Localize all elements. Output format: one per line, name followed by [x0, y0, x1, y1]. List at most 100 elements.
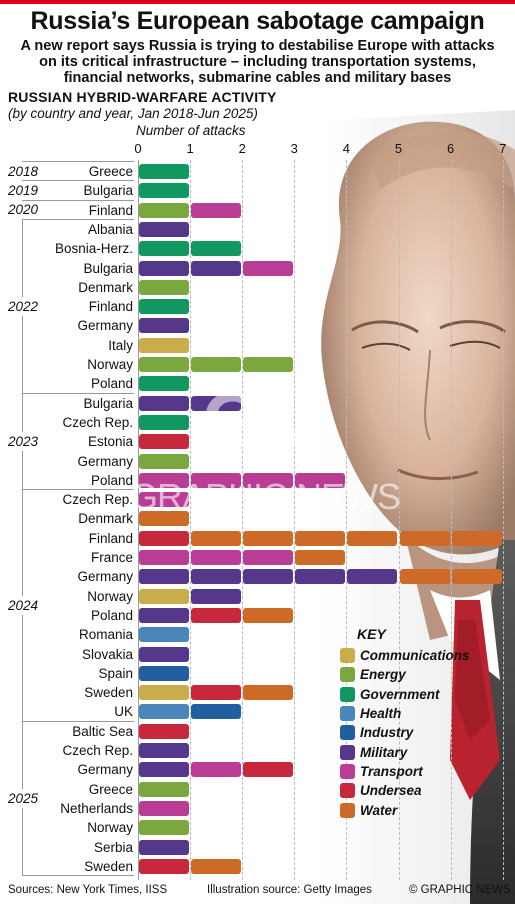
bar-segment-health: [139, 627, 190, 643]
bar-segment-water: [347, 530, 398, 546]
country-label: Greece: [88, 781, 133, 797]
bar-segment-energy: [191, 357, 242, 372]
bar-segment-military: [243, 569, 294, 585]
bar-segment-military: [139, 260, 190, 276]
chart-heading: RUSSIAN HYBRID-WARFARE ACTIVITY: [8, 89, 277, 105]
bar-segment-government: [139, 376, 190, 392]
country-label: UK: [114, 704, 133, 720]
legend-swatch: [340, 744, 355, 760]
country-label: Czech Rep.: [62, 743, 133, 758]
year-label: 2024: [8, 595, 41, 615]
country-label: Denmark: [78, 279, 133, 295]
bar-segment-transport: [139, 800, 190, 816]
bar-segment-communications: [139, 337, 190, 353]
country-label: Serbia: [93, 839, 133, 855]
x-tick-label: 5: [394, 141, 403, 156]
bar-segment-health: [139, 704, 190, 720]
country-label: Germany: [77, 762, 133, 778]
bar-segment-energy: [139, 357, 190, 372]
x-tick-label: 0: [134, 141, 142, 156]
page-subtitle: A new report says Russia is trying to de…: [20, 38, 495, 86]
legend-item: Military: [340, 742, 510, 761]
bar-segment-water: [191, 858, 242, 874]
x-tick-label: 7: [499, 141, 507, 156]
year-bracket: [22, 875, 134, 877]
bar-segment-undersea: [191, 607, 242, 623]
bar-segment-undersea: [191, 685, 242, 701]
bar-segment-military: [191, 260, 242, 276]
country-label: Finland: [88, 202, 133, 218]
country-label: Norway: [87, 588, 133, 604]
bar-segment-energy: [139, 453, 190, 469]
bar-segment-government: [139, 164, 190, 179]
country-label: Germany: [77, 318, 133, 334]
bar-segment-transport: [139, 492, 190, 508]
bar-segment-industry: [191, 704, 242, 720]
bar-segment-government: [139, 414, 190, 430]
bar-segment-energy: [139, 820, 190, 836]
legend-swatch: [340, 667, 355, 683]
bar-segment-industry: [139, 665, 190, 681]
bar-segment-military: [139, 569, 190, 585]
gridline: [398, 160, 400, 880]
year-bracket: [22, 392, 134, 394]
year-label: 2023: [8, 431, 41, 451]
footer-copyright: © GRAPHIC NEWS: [409, 884, 511, 896]
country-label: Finland: [88, 530, 133, 546]
bar-segment-government: [139, 183, 190, 199]
legend-swatch: [340, 686, 355, 702]
gridline: [450, 160, 452, 880]
legend-label: Transport: [360, 763, 423, 779]
year-bracket: [22, 180, 134, 182]
bar-segment-government: [139, 241, 190, 257]
legend-item: Water: [340, 800, 510, 819]
country-label: Romania: [78, 627, 133, 643]
country-label: Italy: [108, 337, 133, 353]
bar-segment-military: [139, 221, 190, 237]
country-label: Denmark: [78, 511, 133, 527]
gridline: [242, 160, 244, 880]
country-label: Bulgaria: [83, 395, 133, 411]
bar-segment-transport: [243, 472, 294, 488]
bar-segment-military: [295, 569, 346, 585]
country-label: Poland: [90, 376, 133, 392]
bar-segment-water: [295, 550, 346, 565]
bar-segment-transport: [139, 472, 190, 488]
legend-item: Health: [340, 704, 510, 723]
country-label: Norway: [87, 820, 133, 836]
footer-illustration-credit: Illustration source: Getty Images: [207, 884, 372, 896]
bar-segment-government: [139, 299, 190, 315]
gridline: [502, 160, 504, 880]
bar-segment-transport: [191, 550, 242, 565]
bar-segment-undersea: [139, 530, 190, 546]
year-label: 2022: [8, 296, 41, 316]
legend-item: Undersea: [340, 781, 510, 800]
legend-item: Energy: [340, 665, 510, 684]
bar-segment-water: [139, 511, 190, 527]
bar-segment-undersea: [139, 858, 190, 874]
country-label: France: [90, 550, 133, 565]
x-tick-label: 6: [446, 141, 455, 156]
year-label: 2020: [8, 202, 39, 218]
gridline: [190, 160, 192, 880]
bar-segment-military: [191, 569, 242, 585]
gridline: [294, 160, 296, 880]
bar-segment-undersea: [139, 723, 190, 739]
year-bracket: [22, 199, 134, 201]
zero-axis-line: [138, 160, 139, 880]
bar-segment-energy: [243, 357, 294, 372]
bar-segment-communications: [139, 588, 190, 604]
legend-swatch: [340, 648, 355, 664]
country-label: Estonia: [87, 434, 133, 450]
chart-subheading: (by country and year, Jan 2018-Jun 2025): [8, 106, 258, 121]
bar-segment-water: [243, 607, 294, 623]
bar-segment-transport: [243, 550, 294, 565]
bar-segment-energy: [139, 202, 190, 218]
bar-segment-water: [295, 530, 346, 546]
legend-item: Transport: [340, 762, 510, 781]
x-tick-label: 2: [238, 141, 246, 156]
legend-item: Industry: [340, 723, 510, 742]
bar-segment-military: [139, 839, 190, 855]
bar-segment-water: [243, 685, 294, 701]
footer-sources: Sources: New York Times, IISS: [8, 884, 168, 896]
